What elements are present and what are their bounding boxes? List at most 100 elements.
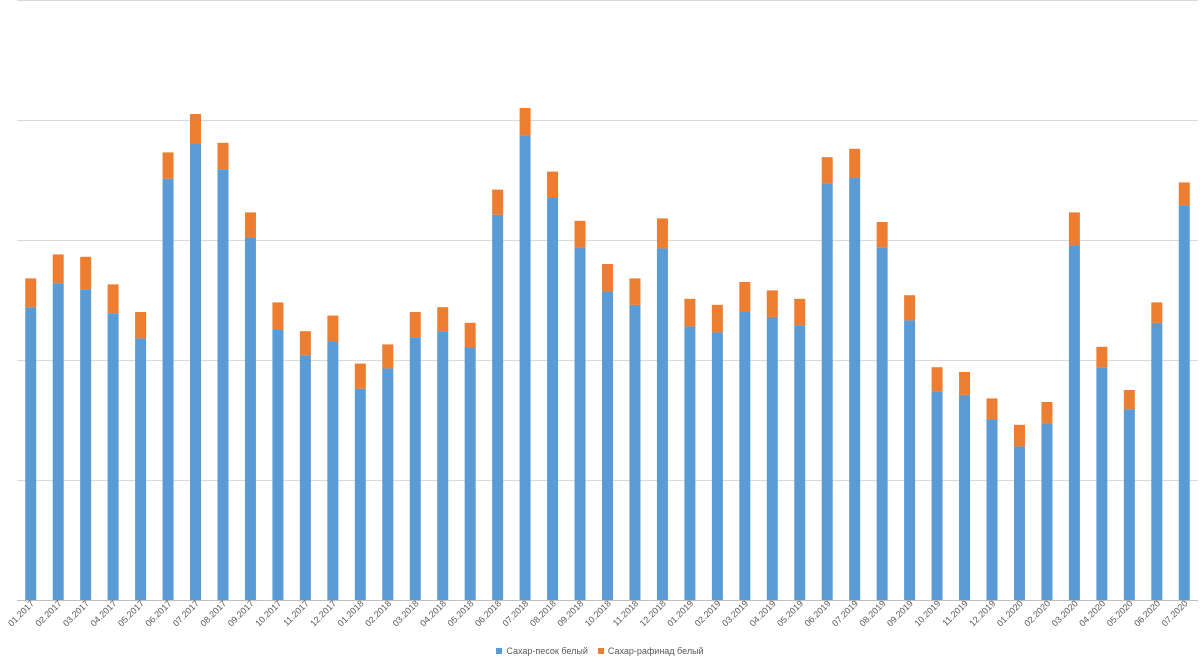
bar-segment-sugar-granulated: [684, 326, 696, 600]
bar-segment-sugar-granulated: [135, 338, 147, 600]
bar-segment-sugar-refined: [876, 222, 888, 248]
legend: Сахар-песок белый Сахар-рафинад белый: [0, 646, 1200, 656]
bar-segment-sugar-refined: [547, 171, 559, 198]
bar-segment-sugar-refined: [327, 315, 339, 342]
bar-segment-sugar-granulated: [244, 237, 256, 600]
bar-segment-sugar-refined: [1178, 182, 1190, 206]
bar-segment-sugar-granulated: [574, 247, 586, 600]
bar-segment-sugar-refined: [80, 256, 92, 290]
bar-segment-sugar-granulated: [986, 420, 998, 600]
x-tick-label: 05.2018: [446, 598, 476, 628]
bar-segment-sugar-refined: [437, 307, 449, 332]
bar-segment-sugar-granulated: [959, 394, 971, 600]
bar-segment-sugar-refined: [959, 372, 971, 395]
bar-segment-sugar-refined: [574, 220, 586, 248]
bar-segment-sugar-granulated: [794, 325, 806, 600]
x-tick-label: 07.2020: [1160, 598, 1190, 628]
bar-segment-sugar-granulated: [1041, 423, 1053, 600]
bar-segment-sugar-refined: [849, 148, 861, 178]
bar-segment-sugar-granulated: [1096, 367, 1108, 600]
x-tick-label: 03.2020: [1050, 598, 1080, 628]
bar-segment-sugar-granulated: [876, 247, 888, 600]
bar-segment-sugar-granulated: [602, 291, 613, 600]
x-tick-label: 02.2017: [34, 598, 64, 628]
bar-segment-sugar-refined: [52, 254, 64, 284]
bar-segment-sugar-refined: [492, 189, 504, 215]
bar-segment-sugar-refined: [684, 298, 696, 327]
bar-segment-sugar-refined: [1041, 402, 1053, 424]
legend-label: Сахар-рафинад белый: [607, 646, 704, 656]
bar-segment-sugar-granulated: [519, 135, 531, 600]
x-axis: 01.201702.201703.201704.201705.201706.20…: [6, 598, 1190, 628]
bar-segment-sugar-granulated: [107, 313, 119, 600]
x-tick-label: 01.2020: [995, 598, 1025, 628]
bar-segment-sugar-granulated: [354, 388, 366, 600]
bar-segment-sugar-refined: [272, 302, 284, 330]
x-tick-label: 05.2017: [116, 598, 146, 628]
x-tick-label: 09.2017: [226, 598, 256, 628]
bar-segment-sugar-granulated: [437, 331, 449, 600]
bar-segment-sugar-granulated: [327, 342, 339, 600]
bar-segment-sugar-granulated: [492, 214, 504, 601]
bar-segment-sugar-refined: [656, 218, 668, 249]
bar-segment-sugar-refined: [1123, 390, 1135, 410]
bar-segment-sugar-refined: [464, 322, 476, 348]
x-tick-label: 05.2019: [775, 598, 805, 628]
x-tick-label: 04.2018: [418, 598, 448, 628]
bar-segment-sugar-refined: [107, 284, 119, 314]
bar-segment-sugar-refined: [1013, 424, 1025, 447]
bar-segment-sugar-granulated: [1178, 205, 1190, 600]
bar-segment-sugar-granulated: [739, 312, 751, 600]
bar-segment-sugar-granulated: [821, 183, 833, 600]
x-tick-label: 12.2018: [638, 598, 668, 628]
x-tick-label: 11.2018: [611, 598, 641, 628]
bar-segment-sugar-refined: [904, 295, 916, 321]
bar-segment-sugar-granulated: [52, 283, 64, 600]
x-tick-label: 01.2019: [665, 598, 695, 628]
bar-segment-sugar-refined: [1068, 212, 1080, 246]
x-tick-label: 08.2017: [198, 598, 228, 628]
x-tick-label: 06.2018: [473, 598, 503, 628]
x-tick-label: 08.2018: [528, 598, 558, 628]
bar-segment-sugar-refined: [931, 367, 943, 392]
bar-segment-sugar-granulated: [25, 307, 37, 600]
x-tick-label: 10.2019: [912, 598, 942, 628]
bar-segment-sugar-granulated: [272, 330, 284, 600]
x-tick-label: 04.2019: [748, 598, 778, 628]
legend-swatch: [597, 648, 604, 654]
x-tick-label: 10.2018: [583, 598, 613, 628]
bar-segment-sugar-granulated: [849, 177, 861, 600]
x-tick-label: 04.2020: [1077, 598, 1107, 628]
x-tick-label: 12.2019: [967, 598, 997, 628]
bar-segment-sugar-granulated: [711, 332, 723, 600]
stacked-bar-chart: 01.201702.201703.201704.201705.201706.20…: [6, 0, 1198, 628]
bars: [25, 108, 1190, 601]
bar-segment-sugar-granulated: [382, 368, 394, 600]
x-tick-label: 02.2019: [693, 598, 723, 628]
x-tick-label: 08.2019: [857, 598, 887, 628]
x-tick-label: 09.2018: [555, 598, 585, 628]
bar-segment-sugar-refined: [162, 152, 174, 179]
bar-segment-sugar-refined: [299, 331, 311, 356]
bar-segment-sugar-granulated: [904, 320, 916, 600]
x-tick-label: 06.2019: [803, 598, 833, 628]
x-tick-label: 03.2017: [61, 598, 91, 628]
bar-segment-sugar-granulated: [162, 178, 174, 601]
x-tick-label: 03.2019: [720, 598, 750, 628]
bar-segment-sugar-granulated: [547, 198, 559, 600]
x-tick-label: 11.2017: [281, 598, 311, 628]
bar-segment-sugar-refined: [821, 157, 833, 184]
x-tick-label: 07.2019: [830, 598, 860, 628]
bar-segment-sugar-granulated: [464, 348, 476, 600]
bar-segment-sugar-refined: [986, 398, 998, 420]
bar-segment-sugar-granulated: [656, 248, 668, 600]
x-tick-label: 01.2017: [6, 598, 36, 628]
x-tick-label: 06.2020: [1132, 598, 1162, 628]
bar-segment-sugar-refined: [794, 298, 806, 326]
x-tick-label: 02.2020: [1022, 598, 1052, 628]
bar-segment-sugar-refined: [25, 278, 37, 308]
bar-segment-sugar-refined: [1096, 346, 1108, 368]
bar-segment-sugar-granulated: [80, 289, 92, 600]
x-tick-label: 06.2017: [143, 598, 173, 628]
x-tick-label: 05.2020: [1105, 598, 1135, 628]
